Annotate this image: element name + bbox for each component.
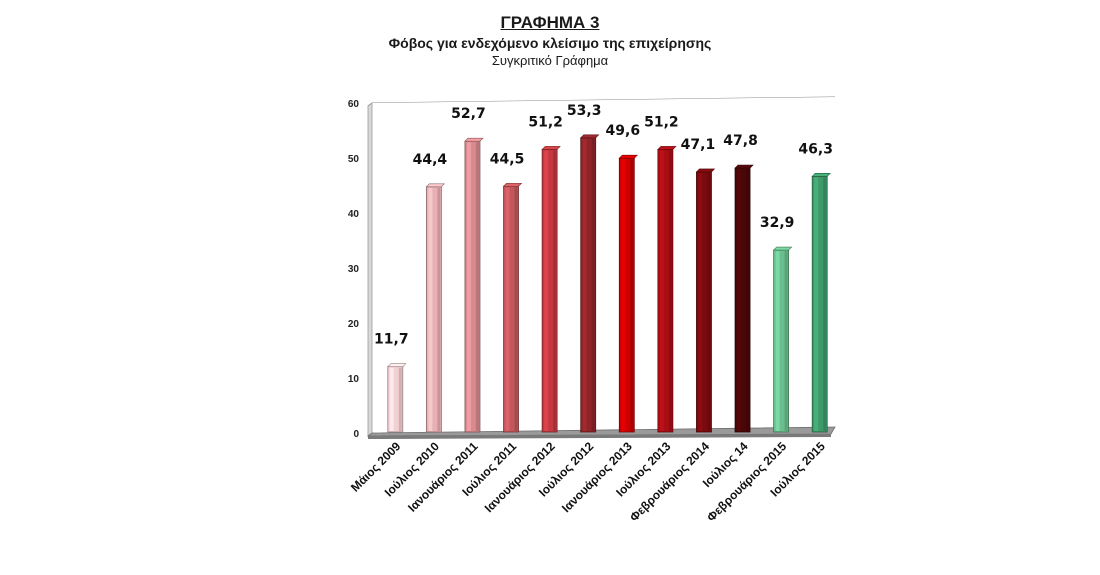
value-label: 51,2 [528,114,563,130]
bar-highlight [737,169,742,431]
chart-caption: Συγκριτικό Γράφημα [491,53,609,68]
bar-highlight [505,187,510,431]
bar [657,146,677,433]
value-label: 53,3 [567,103,602,119]
bar [734,164,754,433]
y-tick-label: 40 [348,209,360,220]
bar-top [695,168,716,173]
bar-highlight [814,177,819,431]
y-tick-label: 30 [348,264,360,275]
value-label: 49,6 [606,123,641,139]
bar-highlight [698,172,703,431]
y-tick-label: 20 [348,319,360,330]
bar-shadow [746,169,750,431]
chart-title: ΓΡΑΦΗΜΑ 3 [500,13,600,32]
bar [464,137,484,433]
bar-shadow [437,187,441,431]
value-label: 44,5 [490,151,525,167]
bar-shadow [398,367,402,431]
bar-top [387,363,407,367]
bar [772,246,793,433]
value-label: 52,7 [451,106,486,122]
bar-top [811,173,831,177]
bar [618,154,639,433]
bar-top [579,134,600,139]
bar [502,182,523,433]
chart-bars [387,134,831,433]
bar-top [541,146,561,150]
value-label: 46,3 [798,141,833,157]
x-tick-label: Ιανουάριος 2013 [559,439,635,515]
y-tick-label: 60 [348,99,360,110]
bar-shadow [591,138,595,431]
plot-floor [366,426,836,437]
bar [811,173,831,433]
value-label: 32,9 [760,215,795,231]
plot-floor-edge [368,434,831,439]
value-label: 44,4 [413,152,448,168]
value-label: 11,7 [374,332,409,348]
y-tick-label: 0 [353,429,359,440]
chart-subtitle: Φόβος για ενδεχόμενο κλείσιμο της επιχεί… [388,35,712,51]
bar-top [502,182,523,187]
bar-shadow [553,150,557,431]
bar-highlight [582,138,587,431]
bar [579,134,600,433]
x-tick-label: Ιανουάριος 2011 [405,439,481,515]
bar-highlight [621,159,626,431]
bar-top [657,146,677,150]
bar [387,363,407,433]
bar-shadow [823,177,827,431]
value-label: 47,1 [681,137,716,153]
bar-shadow [707,172,711,431]
y-axis-ticks: 0 10 20 30 40 50 60 [348,99,360,440]
bar [425,183,446,433]
bar-shadow [784,251,788,431]
bar-top [425,183,446,188]
bar-shadow [475,142,479,431]
y-tick-label: 10 [348,374,360,385]
bar [695,168,716,433]
bar [541,146,561,433]
bar-highlight [775,251,780,431]
value-label: 47,8 [723,133,758,149]
chart-titles: ΓΡΑΦΗΜΑ 3 Φόβος για ενδεχόμενο κλείσιμο … [0,12,1100,70]
plot-back-wall [372,97,835,433]
bar-highlight [389,367,394,431]
bar-shadow [668,150,672,431]
y-tick-label: 50 [348,154,360,165]
bar-top [618,154,639,159]
bar-highlight [428,187,433,431]
bar-highlight [544,150,549,431]
x-tick-label: Ιανουάριος 2012 [482,439,558,515]
chart-value-labels: 11,744,452,744,551,253,349,651,247,1 47,8… [374,103,833,348]
bar-top [772,246,793,251]
value-label: 51,2 [644,114,679,130]
bar-shadow [630,159,634,431]
bar-highlight [659,150,664,431]
chart-frame [366,97,836,439]
plot-side-wall [367,102,373,437]
bar-highlight [466,142,471,431]
bar-top [464,137,484,142]
bar-top [734,164,754,169]
bar-shadow [514,187,518,431]
